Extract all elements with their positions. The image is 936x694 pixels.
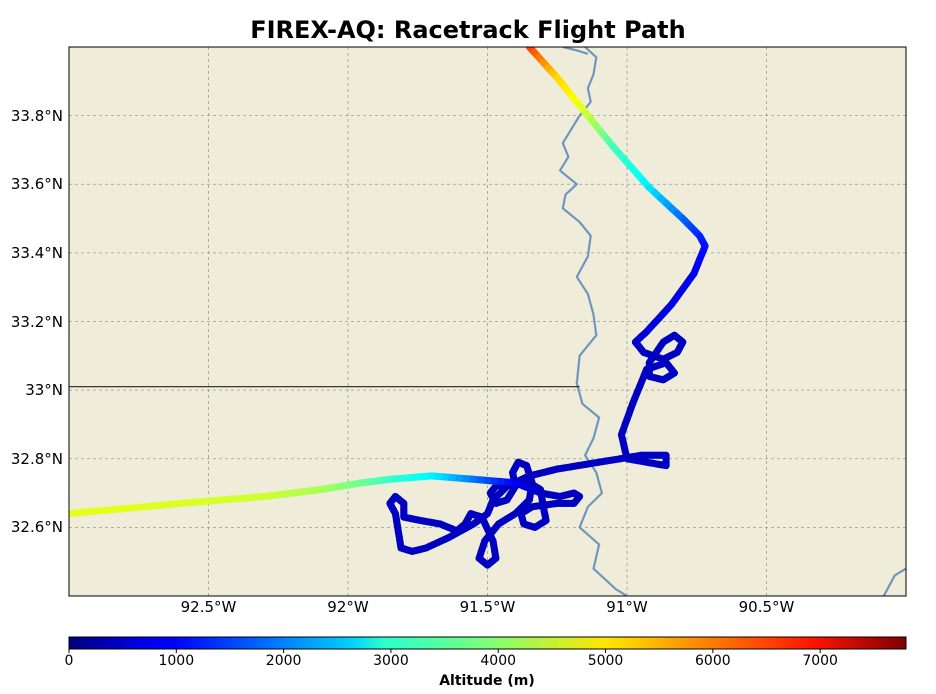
colorbar-tick-label: 1000: [158, 653, 195, 669]
lat-tick-label: 33.8°N: [10, 106, 63, 125]
map-title: FIREX-AQ: Racetrack Flight Path: [250, 16, 686, 44]
lat-tick-label: 33.2°N: [10, 312, 63, 331]
map-frame: [68, 46, 907, 597]
colorbar-tick-label: 2000: [265, 653, 302, 669]
colorbar: [68, 636, 907, 650]
lon-tick-label: 91°W: [606, 598, 648, 616]
lon-tick-label: 92°W: [327, 598, 369, 616]
lon-tick-label: 91.5°W: [459, 598, 516, 616]
lat-tick-label: 32.6°N: [10, 518, 63, 537]
colorbar-tick-label: 0: [64, 653, 74, 669]
river-corner: [883, 568, 906, 596]
lat-tick-label: 32.8°N: [10, 449, 63, 468]
colorbar-tick-label: 6000: [695, 653, 731, 669]
lat-tick-label: 33°N: [25, 381, 63, 400]
lat-tick-label: 33.4°N: [10, 243, 63, 262]
colorbar-tick-label: 7000: [802, 653, 838, 669]
colorbar-label: Altitude (m): [439, 673, 535, 689]
mississippi-river: [559, 47, 628, 596]
colorbar-tick-label: 3000: [373, 653, 409, 669]
colorbar-tick-label: 5000: [587, 653, 624, 669]
colorbar-tick-label: 4000: [480, 653, 517, 669]
lon-tick-label: 92.5°W: [180, 598, 237, 616]
lon-tick-label: 90.5°W: [738, 598, 795, 616]
lat-tick-label: 33.6°N: [10, 175, 63, 194]
flight-track-segment: [69, 508, 92, 518]
river-branch: [562, 47, 589, 55]
